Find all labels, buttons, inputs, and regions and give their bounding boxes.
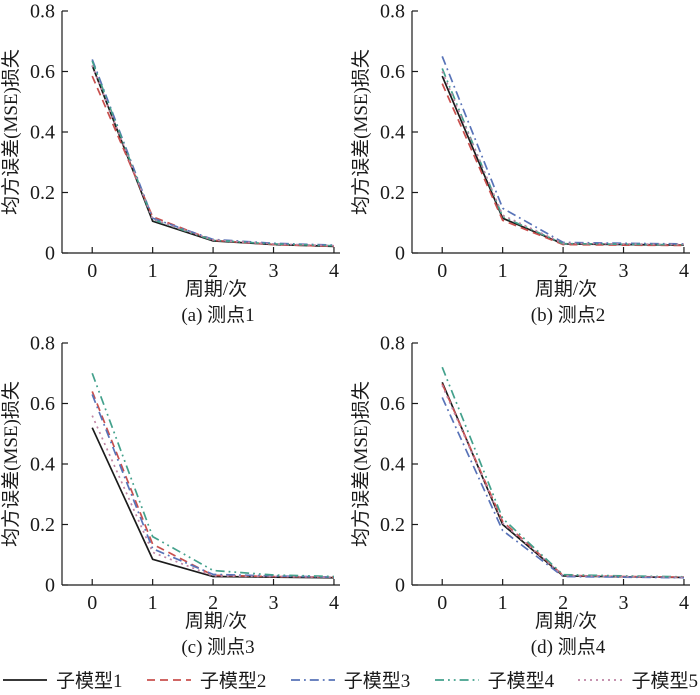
subplot-caption-b: (b) 测点2	[530, 305, 606, 326]
subplot-caption-d: (d) 测点4	[530, 637, 606, 658]
series-line-子模型1	[441, 75, 684, 246]
x-tick-label: 4	[679, 592, 689, 614]
legend-label: 子模型5	[631, 671, 698, 692]
x-axis-label: 周期/次	[184, 279, 248, 300]
x-tick-label: 4	[329, 592, 339, 614]
y-tick-label: 0.4	[380, 122, 405, 144]
x-axis-label: 周期/次	[534, 279, 598, 300]
legend-label: 子模型1	[56, 671, 123, 692]
x-tick-label: 3	[269, 592, 279, 614]
y-tick-label: 0	[395, 575, 405, 597]
y-axis-label: 均方误差(MSE)损失	[351, 381, 372, 547]
y-tick-label: 0	[395, 243, 405, 265]
x-tick-label: 2	[208, 592, 218, 614]
subplot-c-chart: 0 0.2 0.4 0.6 0.8 0 1 2 3 4	[30, 333, 340, 614]
y-axis-label: 均方误差(MSE)损失	[1, 49, 22, 215]
y-tick-label: 0.8	[30, 1, 55, 23]
series-line-子模型1	[91, 427, 334, 579]
legend-item-submodel-3: 子模型3	[290, 666, 411, 693]
series-line-子模型3	[441, 397, 684, 579]
y-tick-label: 0.4	[30, 454, 55, 476]
y-tick-label: 0.2	[30, 514, 55, 536]
legend-line-sample-icon	[578, 678, 623, 681]
series-line-子模型2	[441, 83, 684, 247]
series-line-子模型5	[441, 71, 684, 246]
series-line-子模型4	[91, 60, 334, 247]
y-tick-label: 0.8	[380, 1, 405, 23]
series-line-子模型2	[441, 383, 684, 578]
x-tick-label: 1	[148, 592, 158, 614]
y-axis-label: 均方误差(MSE)损失	[1, 381, 22, 547]
subplot-a-chart: 0 0.2 0.4 0.6 0.8 0 1 2 3 4	[30, 1, 340, 282]
series-line-子模型4	[441, 366, 684, 578]
x-tick-label: 1	[498, 592, 508, 614]
legend-item-submodel-4: 子模型4	[434, 666, 555, 693]
y-tick-label: 0	[45, 243, 55, 265]
x-tick-label: 3	[269, 260, 279, 282]
legend-label: 子模型4	[487, 671, 555, 692]
x-tick-label: 3	[619, 260, 629, 282]
legend-item-submodel-2: 子模型2	[146, 666, 267, 693]
legend-line-sample-icon	[434, 678, 479, 681]
series-line-子模型1	[441, 381, 684, 579]
legend-item-submodel-1: 子模型1	[2, 666, 123, 693]
y-tick-label: 0.2	[380, 182, 405, 204]
series-line-子模型5	[441, 385, 684, 579]
subplot-d-chart: 0 0.2 0.4 0.6 0.8 0 1 2 3 4	[380, 333, 690, 614]
legend-line-sample-icon	[146, 678, 191, 681]
legend-item-submodel-5: 子模型5	[577, 666, 698, 693]
y-tick-label: 0.6	[30, 393, 55, 415]
subplot-caption-a: (a) 测点1	[181, 305, 255, 326]
legend-label: 子模型2	[199, 671, 267, 692]
series-line-子模型3	[91, 59, 334, 246]
x-tick-label: 1	[498, 260, 508, 282]
x-tick-label: 4	[329, 260, 339, 282]
subplot-grid: 0 0.2 0.4 0.6 0.8 0 1 2 3 4 均方误差(MSE)损失 周期/次 (a) …	[0, 0, 700, 664]
x-tick-label: 1	[148, 260, 158, 282]
subplot-c: 0 0.2 0.4 0.6 0.8 0 1 2 3 4 均方误差(MSE)损失 周期/次 (c) …	[0, 332, 350, 664]
y-tick-label: 0.4	[380, 454, 405, 476]
series-line-子模型3	[441, 56, 684, 245]
x-tick-label: 2	[558, 592, 568, 614]
series-line-子模型5	[91, 415, 334, 578]
y-tick-label: 0	[45, 575, 55, 597]
x-tick-label: 0	[87, 592, 97, 614]
legend: 子模型1 子模型2 子模型3 子模型4 子模型5	[0, 664, 700, 695]
series-line-子模型2	[91, 391, 334, 578]
y-tick-label: 0.2	[30, 182, 55, 204]
y-tick-label: 0.6	[380, 61, 405, 83]
x-axis-label: 周期/次	[184, 611, 248, 632]
y-tick-label: 0.4	[30, 122, 55, 144]
series-line-子模型3	[91, 394, 334, 578]
subplot-b: 0 0.2 0.4 0.6 0.8 0 1 2 3 4 均方误差(MSE)损失 周期/次 (b) …	[350, 0, 700, 332]
y-tick-label: 0.6	[380, 393, 405, 415]
subplot-caption-c: (c) 测点3	[181, 637, 255, 658]
y-tick-label: 0.6	[30, 61, 55, 83]
x-tick-label: 0	[87, 260, 97, 282]
subplot-a: 0 0.2 0.4 0.6 0.8 0 1 2 3 4 均方误差(MSE)损失 周期/次 (a) …	[0, 0, 350, 332]
y-tick-label: 0.2	[380, 514, 405, 536]
x-tick-label: 2	[558, 260, 568, 282]
legend-label: 子模型3	[343, 671, 411, 692]
series-line-子模型4	[91, 372, 334, 578]
x-tick-label: 3	[619, 592, 629, 614]
series-line-子模型5	[91, 65, 334, 247]
legend-line-sample-icon	[3, 678, 47, 681]
y-axis-label: 均方误差(MSE)损失	[351, 49, 372, 215]
subplot-d: 0 0.2 0.4 0.6 0.8 0 1 2 3 4 均方误差(MSE)损失 周期/次 (d) …	[350, 332, 700, 664]
x-tick-label: 0	[437, 592, 447, 614]
subplot-b-chart: 0 0.2 0.4 0.6 0.8 0 1 2 3 4	[380, 1, 690, 282]
legend-line-sample-icon	[290, 678, 335, 681]
y-tick-label: 0.8	[30, 333, 55, 355]
x-tick-label: 2	[208, 260, 218, 282]
x-tick-label: 4	[679, 260, 689, 282]
x-axis-label: 周期/次	[534, 611, 598, 632]
series-line-子模型4	[441, 68, 684, 246]
x-tick-label: 0	[437, 260, 447, 282]
series-line-子模型2	[91, 75, 334, 248]
y-tick-label: 0.8	[380, 333, 405, 355]
